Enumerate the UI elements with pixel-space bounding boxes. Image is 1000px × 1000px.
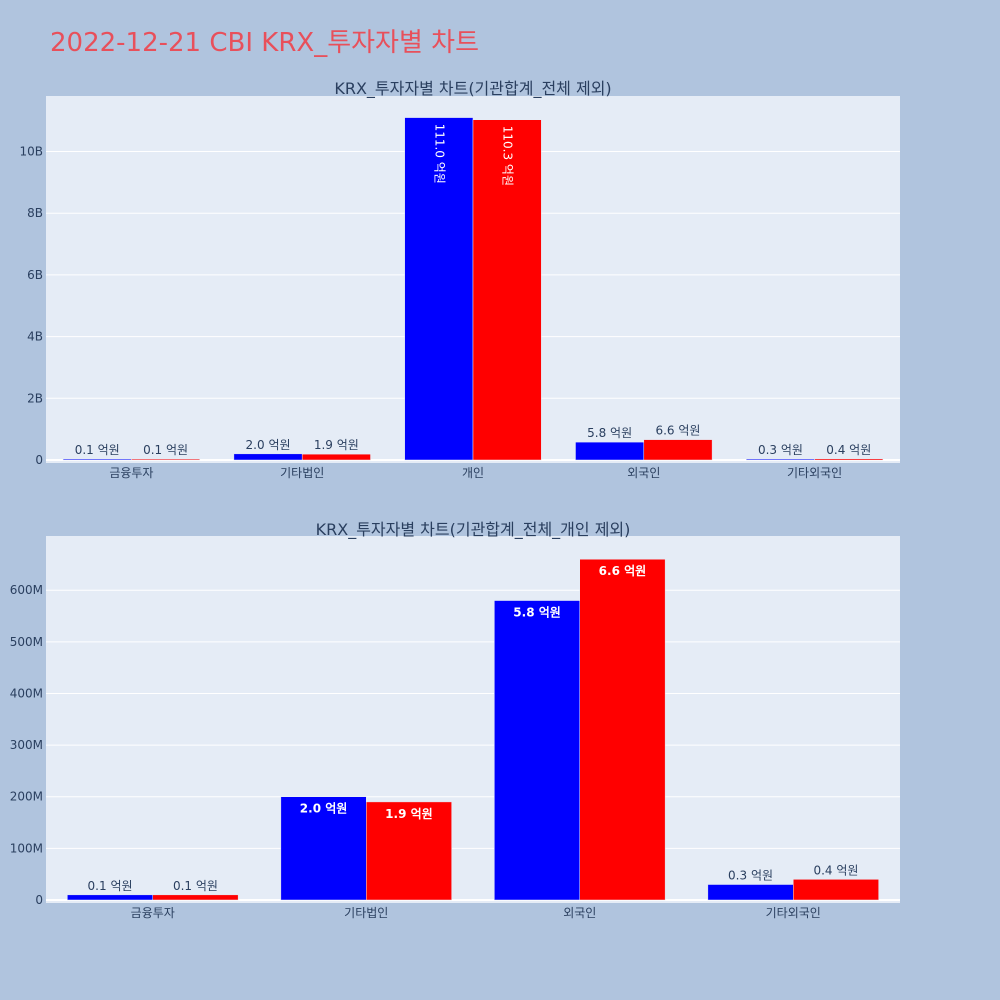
x-tick-label: 기타법인 [280, 466, 324, 480]
bar [366, 801, 452, 901]
y-tick-label: 4B [27, 330, 43, 344]
y-tick-label: 100M [10, 841, 43, 855]
bar [579, 558, 666, 901]
data-label: 0.3 억원 [728, 869, 773, 883]
data-label: 1.9 억원 [385, 807, 433, 821]
bar [301, 453, 371, 461]
data-label: 0.4 억원 [813, 863, 858, 877]
y-tick-label: 500M [10, 635, 43, 649]
chart-title: KRX_투자자별 차트(기관합계_전체 제외) [334, 79, 611, 99]
bar [494, 600, 581, 901]
y-tick-label: 200M [10, 790, 43, 804]
x-tick-label: 기타외국인 [787, 466, 842, 480]
bar [575, 441, 645, 461]
bar [643, 439, 713, 461]
y-tick-label: 300M [10, 738, 43, 752]
plot-area [46, 536, 900, 903]
bar [404, 117, 474, 461]
data-label: 6.6 억원 [655, 424, 700, 438]
data-label: 5.8 억원 [513, 606, 561, 620]
data-label: 5.8 억원 [587, 426, 632, 440]
bar [707, 884, 794, 901]
page-title: 2022-12-21 CBI KRX_투자자별 차트 [50, 28, 479, 58]
bar [746, 458, 815, 461]
x-tick-label: 외국인 [627, 466, 660, 480]
data-label: 110.3 억원 [501, 126, 515, 186]
y-tick-label: 0 [35, 893, 43, 907]
x-tick-label: 기타법인 [344, 906, 388, 920]
x-tick-label: 개인 [462, 466, 484, 480]
bar [67, 894, 153, 901]
data-label: 2.0 억원 [246, 438, 291, 452]
data-label: 2.0 억원 [300, 802, 348, 816]
bar [131, 458, 200, 461]
x-tick-label: 금융투자 [109, 466, 153, 480]
chart-title: KRX_투자자별 차트(기관합계_전체_개인 제외) [316, 520, 631, 540]
y-tick-label: 6B [27, 268, 43, 282]
data-label: 1.9 억원 [314, 438, 359, 452]
bar [152, 894, 239, 901]
bar [472, 119, 542, 461]
data-label: 0.1 억원 [143, 443, 188, 457]
x-tick-label: 금융투자 [131, 906, 175, 920]
data-label: 0.4 억원 [826, 443, 871, 457]
bar [814, 458, 884, 461]
y-tick-label: 0 [35, 453, 43, 467]
data-label: 0.1 억원 [173, 879, 218, 893]
y-tick-label: 600M [10, 583, 43, 597]
x-tick-label: 기타외국인 [766, 906, 821, 920]
bar [280, 796, 367, 901]
data-label: 0.1 억원 [88, 879, 133, 893]
data-label: 0.3 억원 [758, 443, 803, 457]
data-label: 111.0 억원 [432, 124, 446, 184]
bar [793, 879, 879, 901]
bar [233, 453, 303, 461]
data-label: 6.6 억원 [599, 564, 647, 578]
bar [62, 458, 132, 461]
y-tick-label: 2B [27, 391, 43, 405]
chart-investor-excl-institution-individual: 0 100M 200M 300M 400M 500M 600M KRX_투자자별 차트(기관합… [10, 520, 900, 920]
y-tick-label: 10B [19, 145, 43, 159]
y-tick-label: 8B [27, 206, 43, 220]
chart-investor-excl-institution: 0 2B 4B 6B 8B 10B KRX_투자자별 차트(기관합계_전체 제외) 금융투자 0… [19, 79, 900, 480]
data-label: 0.1 억원 [75, 443, 120, 457]
y-tick-label: 400M [10, 686, 43, 700]
x-tick-label: 외국인 [563, 906, 596, 920]
